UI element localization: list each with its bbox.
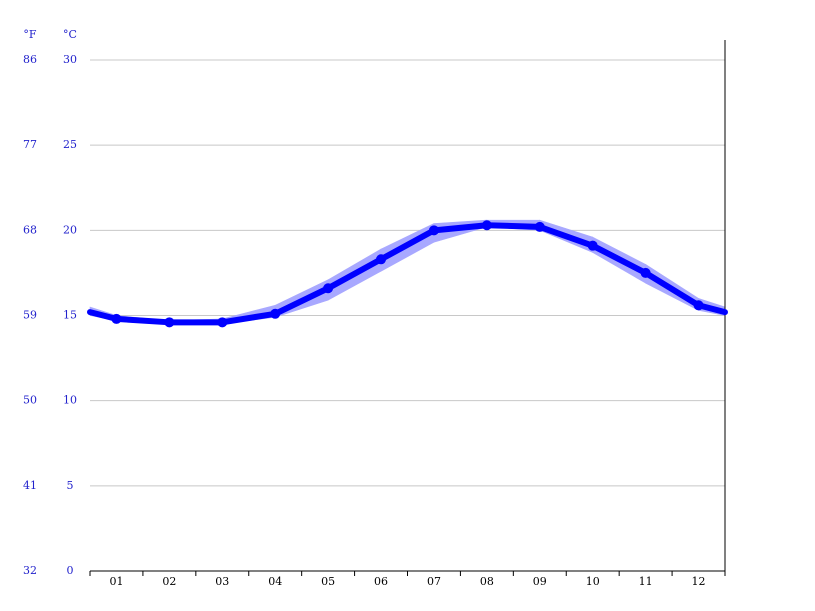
point: [376, 254, 387, 265]
line: [113, 222, 702, 326]
x-tick-label: 02: [162, 575, 176, 588]
point: [640, 267, 651, 278]
point: [270, 308, 281, 319]
y-tick-label: 15: [63, 309, 77, 322]
y2-tick-label: 32: [23, 564, 37, 577]
point: [323, 283, 334, 294]
x-tick-label: 12: [692, 575, 706, 588]
y-tick-label: 20: [63, 223, 77, 236]
x-tick-label: 09: [533, 575, 547, 588]
y-axis-label: °C: [63, 28, 77, 41]
y-tick-label: 10: [63, 394, 77, 407]
y2-axis-label: °F: [23, 28, 37, 41]
point: [481, 220, 492, 231]
point: [428, 225, 439, 236]
point: [217, 317, 228, 328]
x-tick-label: 10: [586, 575, 600, 588]
x-tick-label: 07: [427, 575, 441, 588]
point: [164, 317, 175, 328]
point: [587, 240, 598, 251]
x-tick-label: 11: [639, 575, 653, 588]
y2-tick-label: 50: [23, 394, 37, 407]
y2-tick-label: 41: [23, 479, 37, 492]
y2-tick-label: 86: [23, 53, 37, 66]
y-tick-label: 5: [67, 479, 74, 492]
x-tick-label: 05: [321, 575, 335, 588]
x-tick-label: 08: [480, 575, 494, 588]
y2-tick-label: 68: [23, 223, 37, 236]
x-tick-label: 04: [268, 575, 282, 588]
point: [534, 221, 545, 232]
x-tick-label: 01: [109, 575, 123, 588]
x-tick-label: 06: [374, 575, 388, 588]
point: [693, 300, 704, 311]
y2-tick-label: 59: [23, 309, 37, 322]
y-tick-label: 25: [63, 138, 77, 151]
x-tick-label: 03: [215, 575, 229, 588]
point: [111, 313, 122, 324]
y-tick-label: 0: [67, 564, 74, 577]
y-tick-label: 30: [63, 53, 77, 66]
y2-tick-label: 77: [23, 138, 37, 151]
